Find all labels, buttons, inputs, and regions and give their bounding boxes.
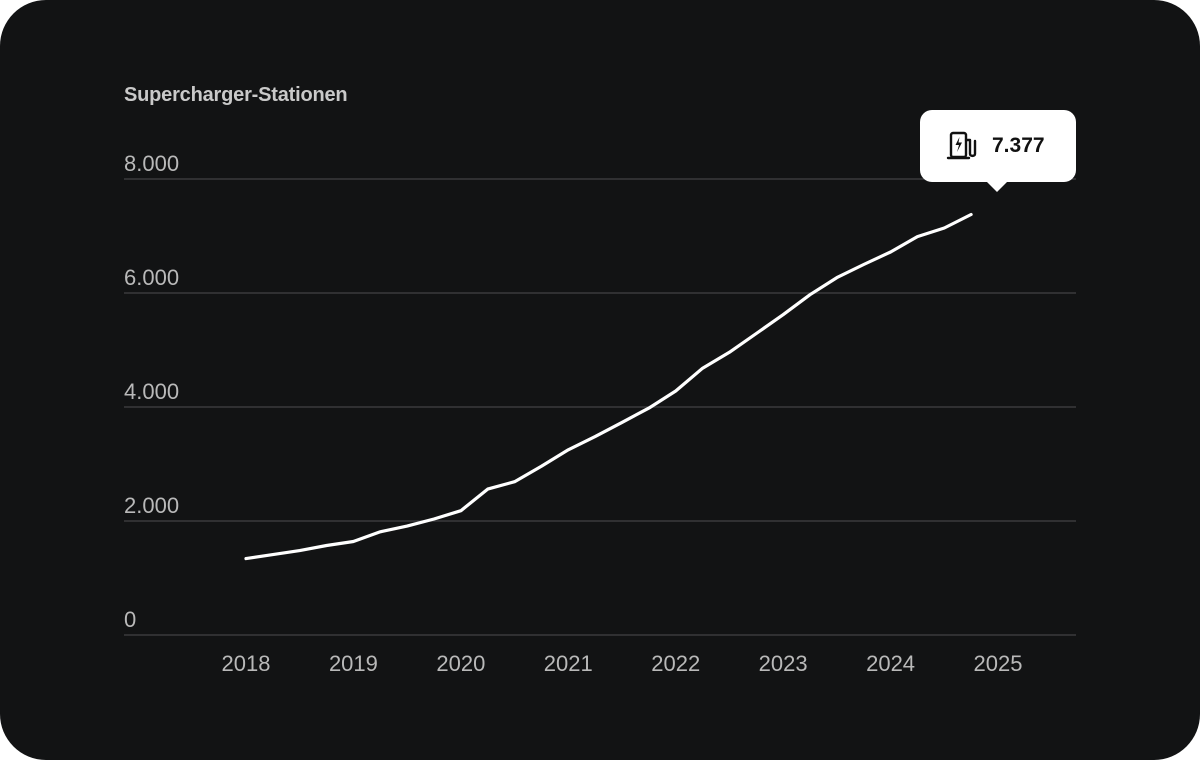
y-tick-label: 8.000	[124, 151, 179, 176]
x-axis-labels: 2018 2019 2020 2021 2022 2023 2024 2025	[222, 651, 1023, 676]
x-tick-label: 2025	[974, 651, 1023, 676]
x-tick-label: 2020	[436, 651, 485, 676]
x-tick-label: 2023	[759, 651, 808, 676]
y-tick-label: 2.000	[124, 493, 179, 518]
ev-charger-icon	[946, 129, 980, 163]
x-tick-label: 2019	[329, 651, 378, 676]
value-tooltip: 7.377	[920, 110, 1076, 192]
x-tick-label: 2021	[544, 651, 593, 676]
chart-title: Supercharger-Stationen	[124, 84, 348, 106]
y-axis-labels: 0 2.000 4.000 6.000 8.000	[124, 151, 179, 632]
y-tick-label: 0	[124, 607, 136, 632]
gridlines	[124, 178, 1076, 636]
tooltip-value: 7.377	[992, 134, 1045, 157]
y-tick-label: 4.000	[124, 379, 179, 404]
x-tick-label: 2024	[866, 651, 915, 676]
x-tick-label: 2018	[222, 651, 271, 676]
series-line	[244, 212, 973, 561]
x-tick-label: 2022	[651, 651, 700, 676]
tooltip-pointer	[986, 181, 1008, 192]
series-layer	[244, 212, 973, 561]
y-tick-label: 6.000	[124, 265, 179, 290]
